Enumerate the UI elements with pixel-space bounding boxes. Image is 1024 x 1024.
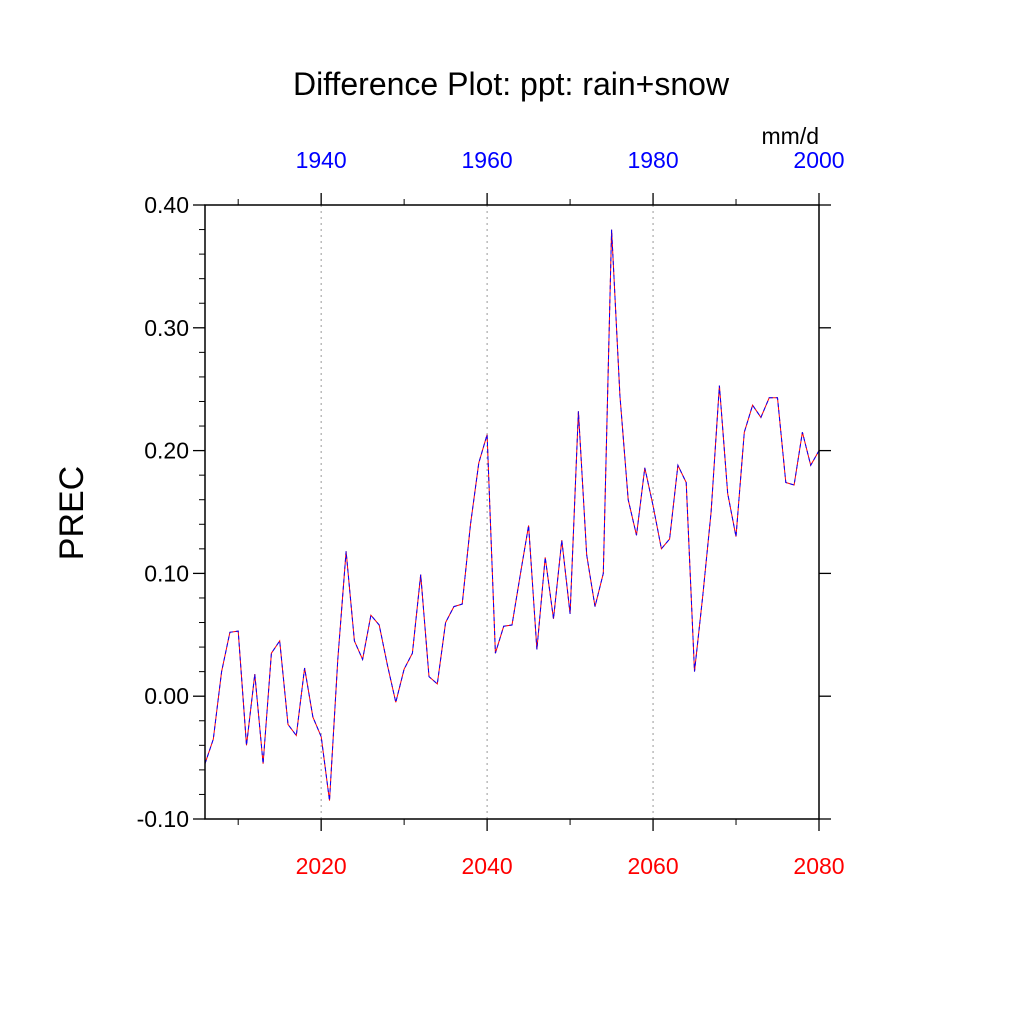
series-line-blue [204, 229, 820, 801]
x-bottom-tick-label: 2040 [462, 853, 513, 879]
x-bottom-tick-label: 2060 [627, 853, 678, 879]
units-label: mm/d [762, 123, 820, 149]
y-tick-label: 0.20 [144, 438, 189, 464]
series-layer [204, 229, 820, 801]
y-tick-label: -0.10 [137, 806, 189, 832]
x-axis-bottom: 2020 2040 2060 2080 [237, 819, 845, 879]
x-top-tick-label: 1940 [296, 147, 347, 173]
x-top-tick-label: 2000 [793, 147, 844, 173]
x-bottom-tick-label: 2020 [296, 853, 347, 879]
x-axis-top: 1940 1960 1980 2000 [237, 147, 845, 205]
y-tick-label: 0.30 [144, 315, 189, 341]
grid-lines [320, 205, 654, 819]
y-tick-label: 0.10 [144, 560, 189, 586]
x-top-tick-label: 1980 [627, 147, 678, 173]
y-tick-label: 0.00 [144, 683, 189, 709]
chart-title: Difference Plot: ppt: rain+snow [293, 66, 730, 102]
x-top-tick-label: 1960 [462, 147, 513, 173]
y-tick-label: 0.40 [144, 192, 189, 218]
x-bottom-tick-label: 2080 [793, 853, 844, 879]
y-axis: 0.40 0.30 0.20 0.10 0.00 -0.10 [137, 192, 831, 832]
y-axis-label: PREC [53, 466, 91, 560]
series-line-red [204, 229, 820, 801]
plot-frame [204, 204, 820, 820]
